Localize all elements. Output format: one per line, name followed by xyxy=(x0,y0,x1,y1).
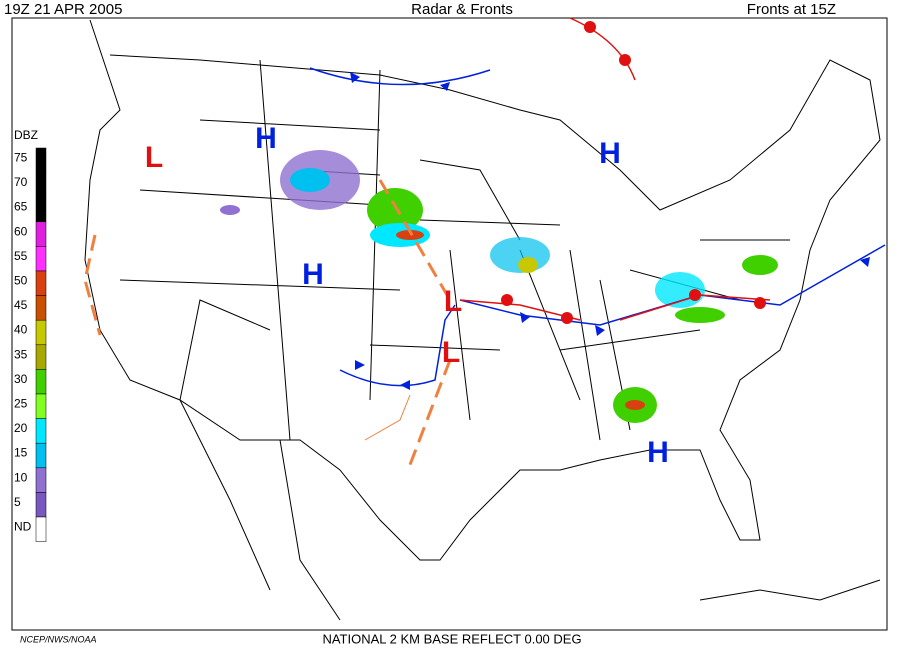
legend-swatch xyxy=(35,246,47,272)
legend-label: 60 xyxy=(14,224,28,238)
pressure-center: L xyxy=(442,336,460,369)
legend-label: 35 xyxy=(14,347,28,361)
legend-swatch xyxy=(35,344,47,370)
legend-label: 70 xyxy=(14,175,28,189)
legend-swatch xyxy=(35,516,47,542)
legend-title: DBZ xyxy=(14,128,38,142)
legend-label: 75 xyxy=(14,150,28,164)
legend: DBZ 75 70 65 60 55 50 45 40 35 30 25 20 15 10 5 ND xyxy=(14,128,47,542)
map-title: Radar & Fronts xyxy=(411,1,513,18)
pressure-center: H xyxy=(302,258,324,291)
legend-label: 5 xyxy=(14,495,21,509)
legend-swatch xyxy=(35,418,47,444)
legend-swatch xyxy=(35,221,47,247)
legend-swatch xyxy=(35,295,47,321)
legend-label: 30 xyxy=(14,372,28,386)
pressure-center: H xyxy=(255,122,277,155)
legend-label: 65 xyxy=(14,200,28,214)
credit: NCEP/NWS/NOAA xyxy=(20,634,97,644)
legend-label: 20 xyxy=(14,421,28,435)
pressure-center: L xyxy=(444,285,462,318)
legend-label: ND xyxy=(14,519,32,533)
legend-label: 50 xyxy=(14,273,28,287)
legend-swatch xyxy=(35,467,47,493)
radar-echoes xyxy=(220,150,778,423)
pressure-center: L xyxy=(145,141,163,174)
pressure-center: H xyxy=(599,137,621,170)
legend-swatch xyxy=(35,492,47,518)
legend-label: 25 xyxy=(14,396,28,410)
legend-swatch xyxy=(35,369,47,395)
legend-swatch xyxy=(35,196,47,223)
fronts-time: Fronts at 15Z xyxy=(747,1,836,18)
legend-swatch xyxy=(35,442,47,469)
legend-label: 15 xyxy=(14,446,28,460)
pressure-center: H xyxy=(647,436,669,469)
time-label: 19Z 21 APR 2005 xyxy=(4,1,122,18)
legend-swatch xyxy=(35,319,47,346)
legend-swatch xyxy=(35,270,47,296)
product-label: NATIONAL 2 KM BASE REFLECT 0.00 DEG xyxy=(322,631,581,646)
legend-swatch xyxy=(35,172,47,198)
fronts xyxy=(83,17,886,471)
map-frame xyxy=(11,17,888,631)
legend-label: 55 xyxy=(14,249,28,263)
legend-swatch xyxy=(35,147,47,173)
legend-label: 10 xyxy=(14,470,28,484)
legend-label: 45 xyxy=(14,298,28,312)
legend-label: 40 xyxy=(14,323,28,337)
legend-swatch xyxy=(35,393,47,419)
